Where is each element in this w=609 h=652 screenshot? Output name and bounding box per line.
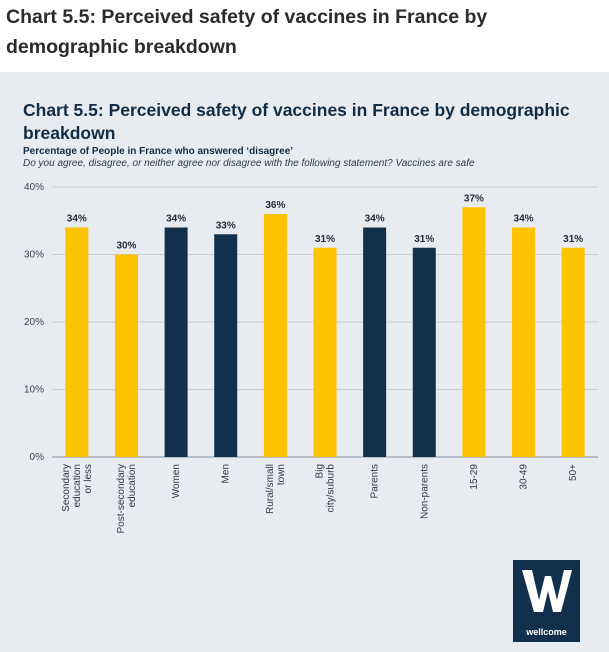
y-tick-label: 40% [24,182,44,193]
x-tick-label: Men [221,464,232,483]
bar [462,207,486,457]
x-tick-label: 30-49 [519,464,530,490]
page-heading: Chart 5.5: Perceived safety of vaccines … [6,6,488,58]
bar [363,227,387,457]
x-tick-label: Secondaryeducationor less [61,464,94,512]
x-tick-label: Parents [370,464,381,498]
wellcome-logo-text: wellcome [526,627,567,637]
x-tick-label: 50+ [568,464,579,481]
y-tick-label: 0% [30,452,45,463]
bar [561,247,585,457]
bar [65,227,89,457]
wellcome-logo: wellcome [513,560,580,642]
bar [313,247,337,457]
x-tick-label: Post-secondaryeducation [116,464,138,533]
data-label: 31% [414,234,434,245]
bar [512,227,536,457]
bar [114,254,138,457]
y-tick-label: 10% [24,385,44,396]
y-tick-label: 30% [24,250,44,261]
x-tick-label: Rural/smalltown [265,464,287,514]
data-label: 30% [116,241,136,252]
data-label: 34% [514,214,534,225]
data-label: 31% [315,234,335,245]
x-tick-label: Non-parents [419,464,430,519]
bar [214,234,238,457]
data-label: 34% [67,214,87,225]
chart-panel [0,72,609,652]
data-label: 37% [464,193,484,204]
chart-question: Do you agree, disagree, or neither agree… [23,158,475,169]
data-label: 34% [365,214,385,225]
data-label: 33% [216,220,236,231]
chart-subtitle: Percentage of People in France who answe… [23,146,294,157]
data-label: 34% [166,214,186,225]
chart-title: Chart 5.5: Perceived safety of vaccines … [23,100,570,143]
wellcome-w-icon [513,566,580,623]
data-label: 31% [563,234,583,245]
data-label: 36% [265,200,285,211]
y-tick-label: 20% [24,317,44,328]
bar [412,247,436,457]
bar [263,214,287,457]
bar [164,227,188,457]
x-tick-label: Women [171,464,182,498]
x-tick-label: 15-29 [469,464,480,490]
x-tick-label: Bigcity/suburb [315,464,337,513]
